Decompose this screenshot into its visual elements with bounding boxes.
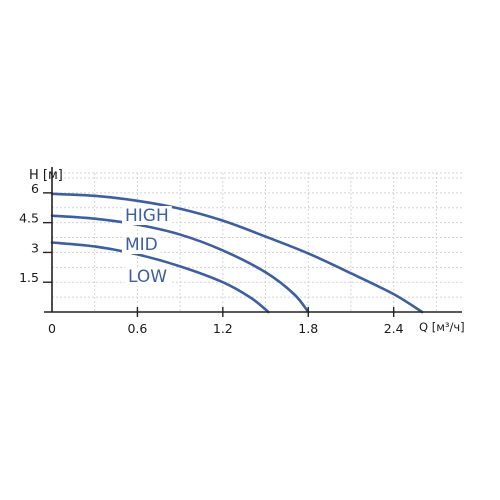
x-tick-label: 0.6 <box>127 321 147 336</box>
curve-label-mid: MID <box>125 235 158 255</box>
curve-label-low: LOW <box>128 267 167 287</box>
curve-high <box>50 192 424 314</box>
chart-curves <box>50 192 424 314</box>
y-tick-label: 1.5 <box>19 270 39 285</box>
y-tick-label: 3 <box>31 240 39 255</box>
x-tick-label: 0 <box>48 321 56 336</box>
curve-label-bg-high <box>122 206 172 225</box>
x-tick-label: 1.2 <box>213 321 233 336</box>
chart-axes <box>44 167 462 313</box>
curve-mid <box>50 214 310 314</box>
curve-label-bg-mid <box>122 235 161 254</box>
y-axis-title: H [м] <box>29 168 63 183</box>
axis-ticks: 0 0.6 1.2 1.8 2.4 1.5 3 4.5 6 <box>19 181 404 336</box>
curve-labels: HIGH MID LOW <box>122 206 172 287</box>
y-tick-label: 6 <box>31 181 39 196</box>
curve-low <box>50 241 270 314</box>
y-tick-label: 4.5 <box>19 211 39 226</box>
curve-label-high: HIGH <box>125 206 169 226</box>
x-tick-label: 2.4 <box>384 321 404 336</box>
x-tick-label: 1.8 <box>298 321 318 336</box>
x-axis-title: Q [м³/ч] <box>419 320 465 334</box>
curve-label-bg-low <box>125 267 171 286</box>
chart-grid <box>52 172 462 312</box>
